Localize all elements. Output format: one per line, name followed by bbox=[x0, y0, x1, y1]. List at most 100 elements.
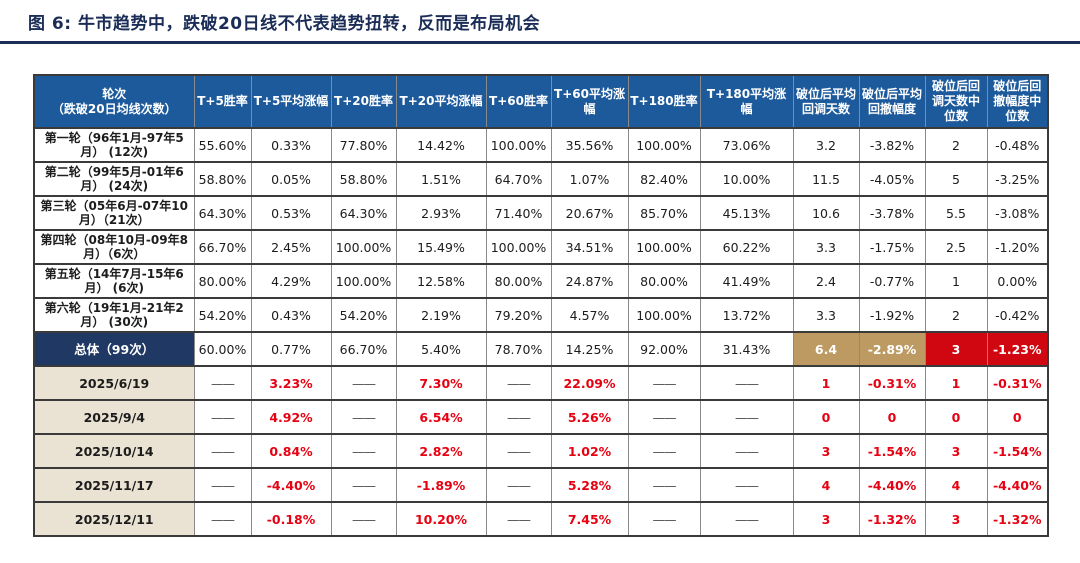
column-header: T+60胜率 bbox=[485, 74, 552, 129]
value-cell: 79.20% bbox=[485, 297, 552, 333]
header-row: 轮次 （跌破20日均线次数） T+5胜率 T+5平均涨幅 T+20胜率 T+20平均涨幅 T… bbox=[33, 74, 1049, 129]
value-cell: 2.82% bbox=[395, 433, 487, 469]
value-cell: 54.20% bbox=[330, 297, 397, 333]
value-cell: 1 bbox=[924, 263, 988, 299]
value-cell: 0.84% bbox=[250, 433, 332, 469]
column-header: T+20平均涨幅 bbox=[395, 74, 487, 129]
value-cell: 3.3 bbox=[792, 229, 860, 265]
value-cell: -1.32% bbox=[858, 501, 926, 537]
empty-cell: —— bbox=[485, 365, 552, 401]
empty-cell: —— bbox=[193, 433, 252, 469]
value-cell: 0.77% bbox=[250, 331, 332, 367]
value-cell: 1 bbox=[792, 365, 860, 401]
empty-cell: —— bbox=[330, 501, 397, 537]
value-cell: 5.26% bbox=[550, 399, 629, 435]
value-cell: 15.49% bbox=[395, 229, 487, 265]
empty-cell: —— bbox=[699, 467, 794, 503]
column-header-round: 轮次 （跌破20日均线次数） bbox=[33, 74, 195, 129]
data-table-container: 轮次 （跌破20日均线次数） T+5胜率 T+5平均涨幅 T+20胜率 T+20平均涨幅 T… bbox=[33, 74, 1050, 537]
column-header: T+180胜率 bbox=[627, 74, 701, 129]
figure-title: 图 6: 牛市趋势中，跌破20日线不代表趋势扭转，反而是布局机会 bbox=[28, 14, 541, 34]
highlighted-value-cell: -2.89% bbox=[858, 331, 926, 367]
round-row-label: 第五轮（14年7月-15年6月） (6次) bbox=[33, 263, 195, 299]
value-cell: 0 bbox=[858, 399, 926, 435]
value-cell: 4.92% bbox=[250, 399, 332, 435]
empty-cell: —— bbox=[485, 501, 552, 537]
value-cell: -3.82% bbox=[858, 127, 926, 163]
value-cell: 2 bbox=[924, 297, 988, 333]
value-cell: 100.00% bbox=[330, 263, 397, 299]
column-header: 破位后回撤幅度中位数 bbox=[986, 74, 1049, 129]
value-cell: 82.40% bbox=[627, 161, 701, 197]
date-row-label: 2025/12/11 bbox=[33, 501, 195, 537]
value-cell: 100.00% bbox=[485, 127, 552, 163]
value-cell: 13.72% bbox=[699, 297, 794, 333]
round-row: 第一轮（96年1月-97年5月） (12次) 55.60% 0.33% 77.80% 1… bbox=[33, 127, 1049, 163]
value-cell: 0 bbox=[792, 399, 860, 435]
value-cell: 0.43% bbox=[250, 297, 332, 333]
value-cell: 3 bbox=[924, 433, 988, 469]
value-cell: 85.70% bbox=[627, 195, 701, 231]
value-cell: 4 bbox=[924, 467, 988, 503]
value-cell: 60.00% bbox=[193, 331, 252, 367]
value-cell: 5 bbox=[924, 161, 988, 197]
value-cell: 66.70% bbox=[330, 331, 397, 367]
value-cell: 71.40% bbox=[485, 195, 552, 231]
value-cell: -0.31% bbox=[858, 365, 926, 401]
round-row: 第二轮（99年5月-01年6月） (24次) 58.80% 0.05% 58.80% 1… bbox=[33, 161, 1049, 197]
value-cell: 12.58% bbox=[395, 263, 487, 299]
date-row: 2025/11/17 —— -4.40% —— -1.89% —— 5.28% —— —— 4 -4… bbox=[33, 467, 1049, 503]
empty-cell: —— bbox=[485, 433, 552, 469]
value-cell: -1.32% bbox=[986, 501, 1049, 537]
date-row-label: 2025/10/14 bbox=[33, 433, 195, 469]
value-cell: -0.18% bbox=[250, 501, 332, 537]
round-row-label: 第三轮（05年6月-07年10月）（21次） bbox=[33, 195, 195, 231]
empty-cell: —— bbox=[699, 433, 794, 469]
round-row-label: 第二轮（99年5月-01年6月） (24次) bbox=[33, 161, 195, 197]
value-cell: 5.40% bbox=[395, 331, 487, 367]
value-cell: 66.70% bbox=[193, 229, 252, 265]
empty-cell: —— bbox=[627, 501, 701, 537]
round-row: 第六轮（19年1月-21年2月） (30次) 54.20% 0.43% 54.20% 2… bbox=[33, 297, 1049, 333]
empty-cell: —— bbox=[699, 399, 794, 435]
total-row-label: 总体（99次） bbox=[33, 331, 195, 367]
empty-cell: —— bbox=[627, 433, 701, 469]
value-cell: 0 bbox=[986, 399, 1049, 435]
value-cell: 6.54% bbox=[395, 399, 487, 435]
value-cell: 24.87% bbox=[550, 263, 629, 299]
round-row: 第三轮（05年6月-07年10月）（21次） 64.30% 0.53% 64.30% 2… bbox=[33, 195, 1049, 231]
value-cell: 1.02% bbox=[550, 433, 629, 469]
highlighted-value-cell: -1.23% bbox=[986, 331, 1049, 367]
value-cell: 58.80% bbox=[330, 161, 397, 197]
empty-cell: —— bbox=[330, 467, 397, 503]
value-cell: 10.6 bbox=[792, 195, 860, 231]
value-cell: 64.30% bbox=[330, 195, 397, 231]
value-cell: 2.93% bbox=[395, 195, 487, 231]
empty-cell: —— bbox=[627, 467, 701, 503]
value-cell: 54.20% bbox=[193, 297, 252, 333]
value-cell: 80.00% bbox=[485, 263, 552, 299]
column-header: T+5胜率 bbox=[193, 74, 252, 129]
round-row-label: 第四轮（08年10月-09年8月）（6次） bbox=[33, 229, 195, 265]
value-cell: 2 bbox=[924, 127, 988, 163]
value-cell: 7.45% bbox=[550, 501, 629, 537]
value-cell: 2.19% bbox=[395, 297, 487, 333]
value-cell: -1.92% bbox=[858, 297, 926, 333]
value-cell: 14.42% bbox=[395, 127, 487, 163]
value-cell: -3.78% bbox=[858, 195, 926, 231]
value-cell: 14.25% bbox=[550, 331, 629, 367]
value-cell: 5.5 bbox=[924, 195, 988, 231]
value-cell: 1.51% bbox=[395, 161, 487, 197]
empty-cell: —— bbox=[699, 365, 794, 401]
value-cell: 80.00% bbox=[627, 263, 701, 299]
value-cell: 1 bbox=[924, 365, 988, 401]
value-cell: 31.43% bbox=[699, 331, 794, 367]
value-cell: 3 bbox=[792, 433, 860, 469]
round-row-label: 第一轮（96年1月-97年5月） (12次) bbox=[33, 127, 195, 163]
value-cell: 64.30% bbox=[193, 195, 252, 231]
value-cell: 0.33% bbox=[250, 127, 332, 163]
round-row-label: 第六轮（19年1月-21年2月） (30次) bbox=[33, 297, 195, 333]
value-cell: 7.30% bbox=[395, 365, 487, 401]
column-header: 破位后平均回撤幅度 bbox=[858, 74, 926, 129]
value-cell: -0.48% bbox=[986, 127, 1049, 163]
